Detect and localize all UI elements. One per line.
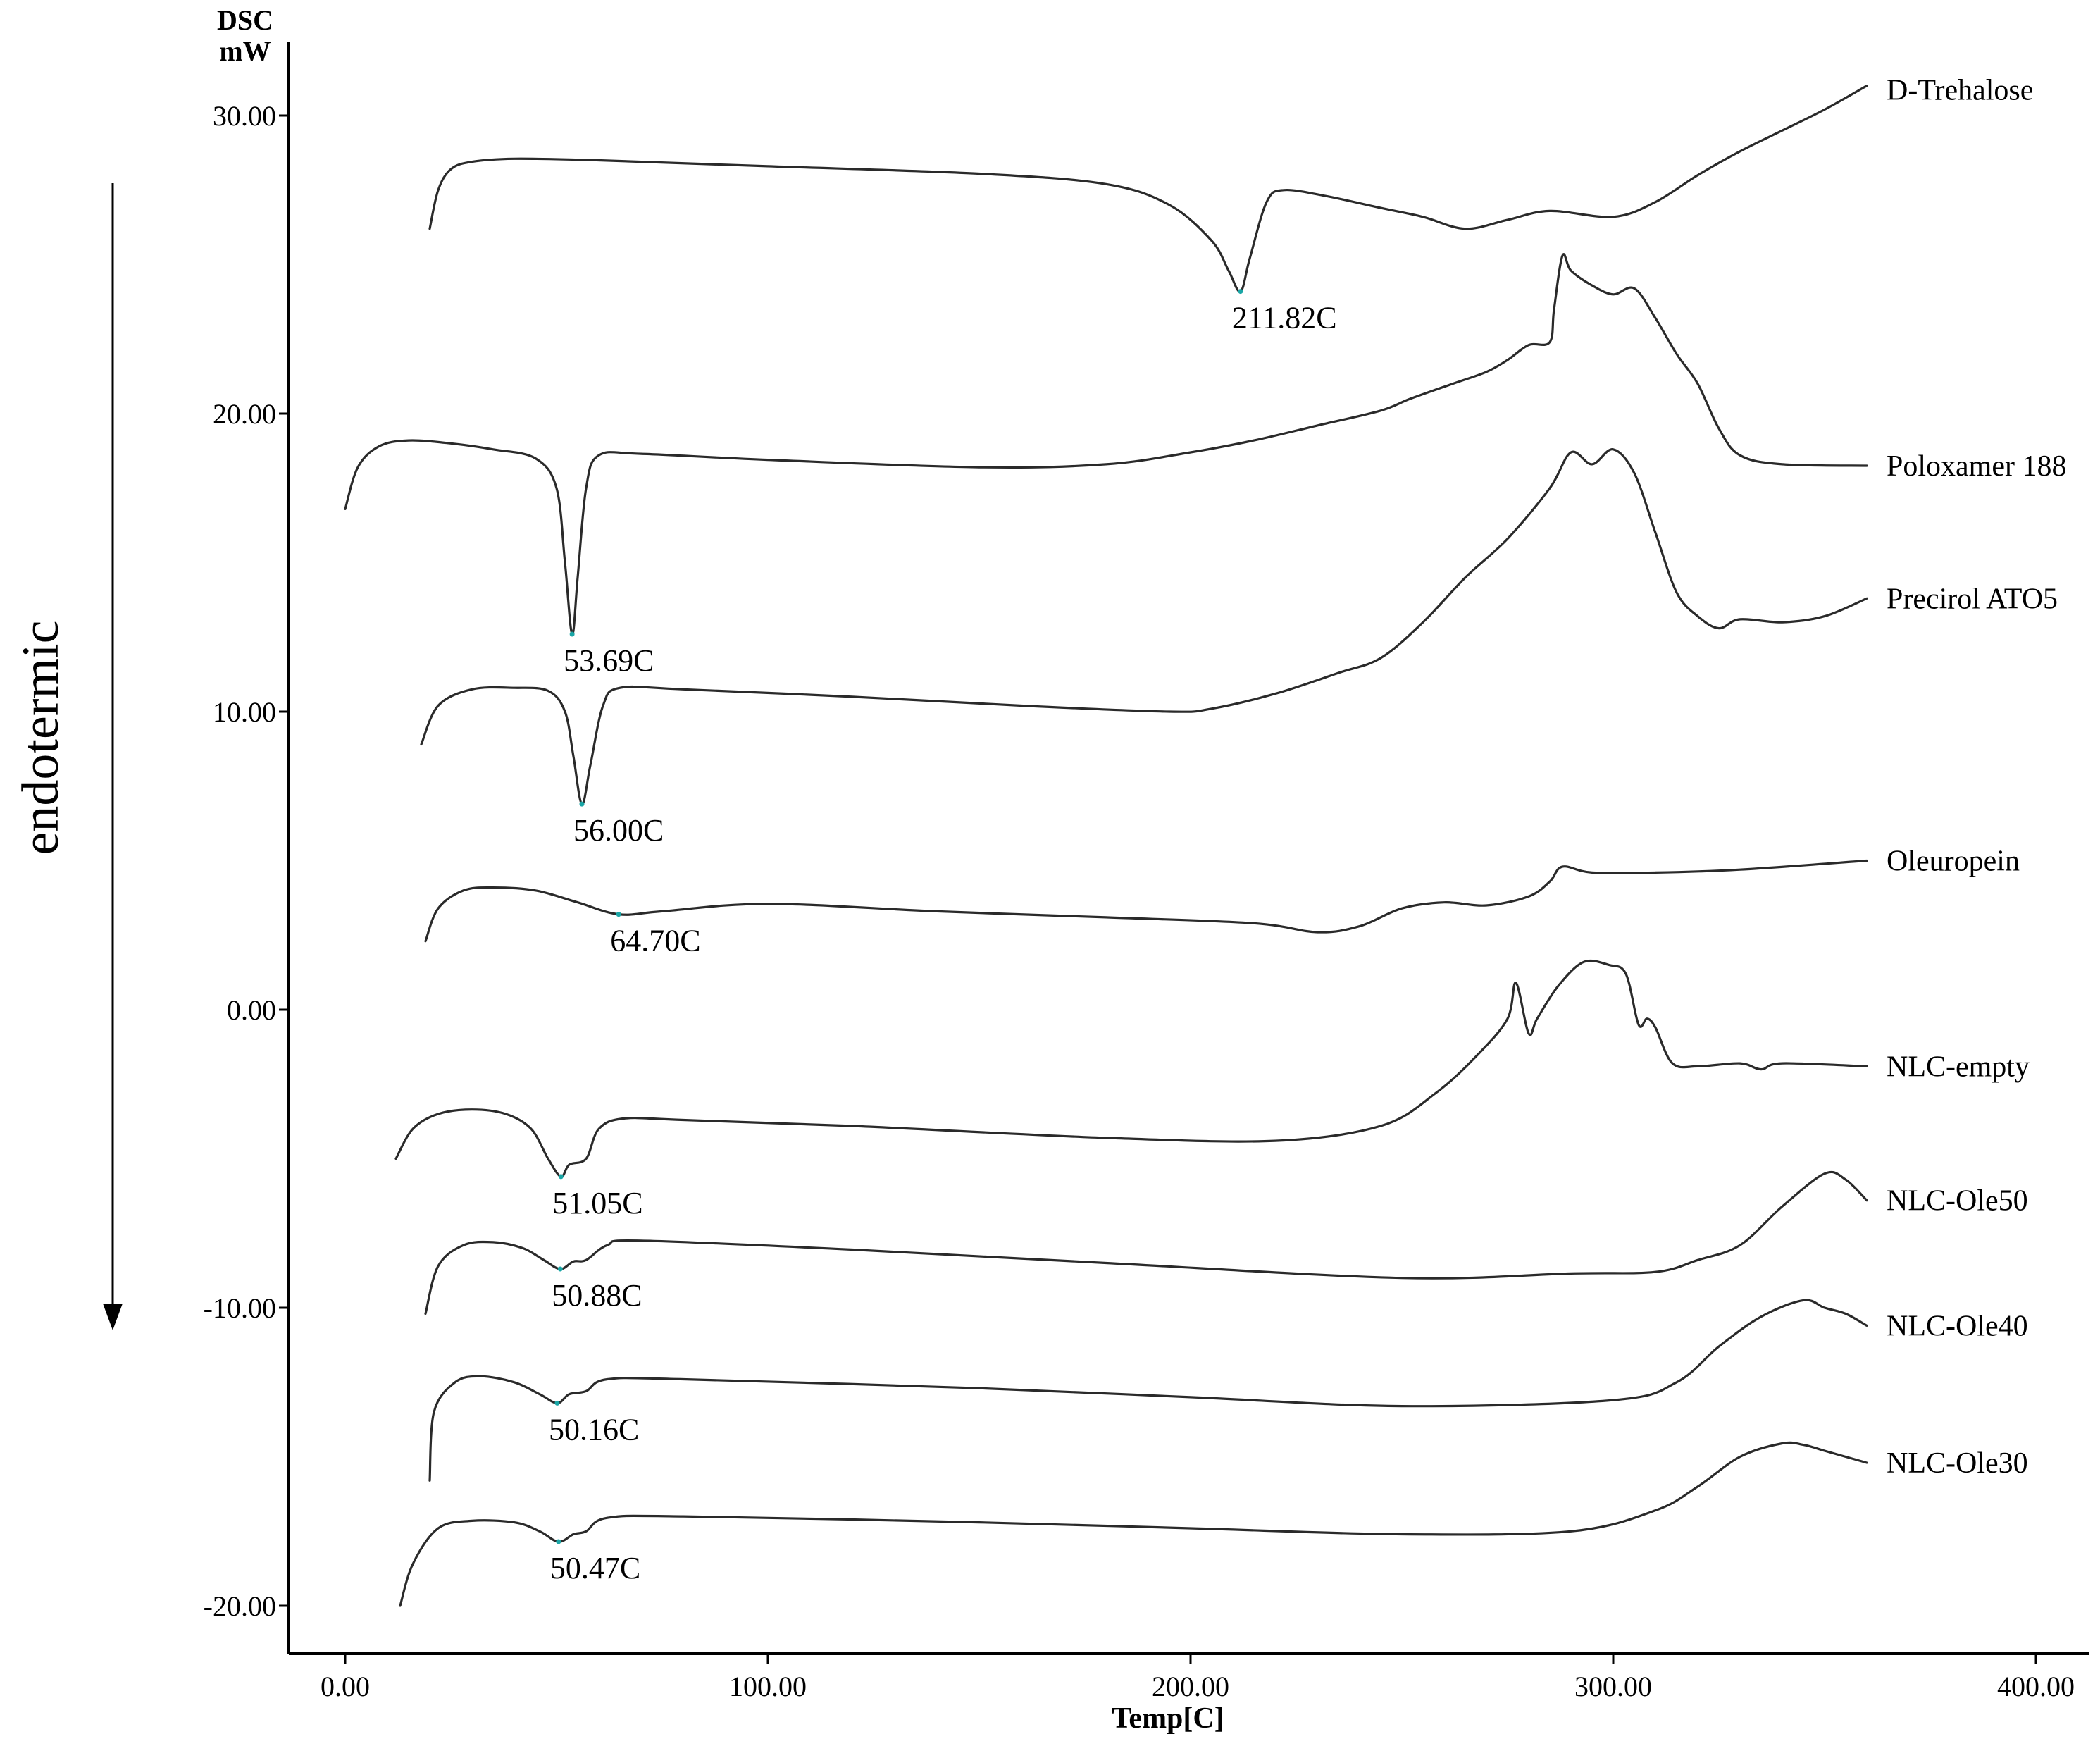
peak-label: 51.05C [552, 1186, 642, 1220]
x-tick-label: 0.00 [321, 1671, 370, 1702]
x-tick-label: 400.00 [1997, 1671, 2075, 1702]
traces [344, 85, 1868, 1607]
series-label: NLC-empty [1887, 1051, 2030, 1083]
y-tick-label: -10.00 [204, 1292, 276, 1324]
peak-marker [569, 631, 575, 637]
peak-marker [1238, 289, 1243, 295]
axes [287, 42, 2089, 1655]
series-line [424, 859, 1868, 943]
series-line [428, 85, 1868, 293]
peak-marker [616, 912, 621, 917]
series-labels: D-Trehalose Poloxamer 188 Precirol ATO5 Ole… [1887, 75, 2066, 1480]
series-line [344, 253, 1868, 636]
x-tick-label: 300.00 [1574, 1671, 1652, 1702]
peak-label: 50.16C [549, 1412, 639, 1447]
y-axis-unit: mW [219, 35, 271, 67]
series-label: Poloxamer 188 [1887, 450, 2066, 483]
series-line [394, 959, 1868, 1178]
series-label: Precirol ATO5 [1887, 583, 2058, 615]
peak-marker [557, 1266, 563, 1272]
peak-label: 50.88C [552, 1278, 642, 1313]
x-tick-label: 100.00 [729, 1671, 807, 1702]
series-label: Oleuropein [1887, 846, 2020, 878]
series-label: D-Trehalose [1887, 75, 2033, 107]
peak-marker [558, 1174, 564, 1180]
series-line [399, 1441, 1868, 1607]
x-tick-label: 200.00 [1152, 1671, 1229, 1702]
y-tick-label: 30.00 [213, 100, 276, 132]
peak-label: 53.69C [564, 643, 654, 678]
series-line [424, 1170, 1868, 1315]
x-axis-title: Temp[C] [1112, 1702, 1224, 1735]
endothermic-label: endotermic [12, 621, 70, 855]
ticks: 30.00 20.00 10.00 0.00 -10.00 -20.00 0.00 100.0… [204, 100, 2075, 1702]
series-label: NLC-Ole40 [1887, 1310, 2028, 1342]
peak-labels: 211.82C 53.69C 56.00C 64.70C 51.05C 50.88C 50.… [549, 289, 1337, 1585]
peak-label: 211.82C [1232, 301, 1337, 335]
endothermic-arrowhead [103, 1304, 123, 1330]
y-tick-label: 20.00 [213, 398, 276, 430]
peak-marker [554, 1400, 560, 1406]
y-tick-label: 0.00 [227, 994, 276, 1026]
series-line [420, 448, 1868, 805]
y-axis-title: DSC [217, 4, 273, 36]
y-tick-label: -20.00 [204, 1590, 276, 1622]
peak-label: 56.00C [573, 813, 664, 848]
y-tick-label: 10.00 [213, 696, 276, 728]
peak-marker [556, 1539, 561, 1544]
series-line [428, 1299, 1868, 1482]
series-label: NLC-Ole50 [1887, 1185, 2028, 1218]
peak-label: 50.47C [550, 1551, 640, 1585]
peak-marker [579, 801, 585, 807]
peak-label: 64.70C [610, 924, 700, 958]
series-label: NLC-Ole30 [1887, 1447, 2028, 1480]
